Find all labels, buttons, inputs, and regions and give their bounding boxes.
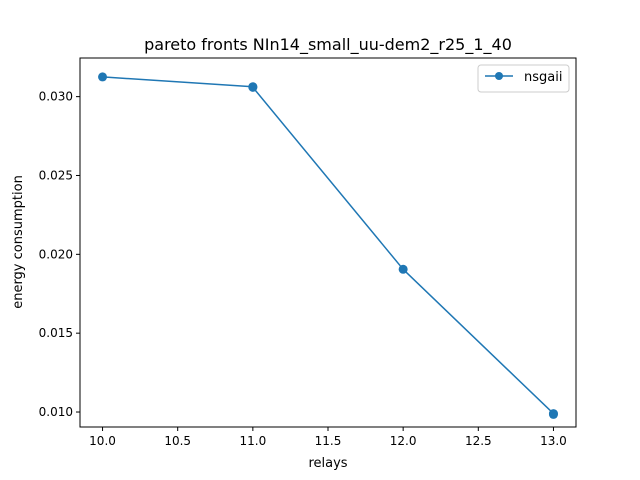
data-point [98, 72, 108, 82]
data-point [548, 409, 558, 419]
x-tick-label: 12.0 [390, 434, 417, 448]
chart-title: pareto fronts NIn14_small_uu-dem2_r25_1_… [144, 35, 512, 55]
legend: nsgaii [477, 64, 570, 93]
data-point [248, 82, 258, 92]
x-tick-label: 10.0 [89, 434, 116, 448]
y-axis-label: energy consumption [11, 175, 26, 309]
x-tick-label: 11.0 [239, 434, 266, 448]
y-tick-label: 0.025 [39, 168, 73, 182]
legend-marker-swatch [495, 72, 503, 80]
y-tick-label: 0.015 [39, 326, 73, 340]
y-axis: 0.010 0.015 0.020 0.025 0.030 [39, 90, 80, 419]
legend-box [477, 64, 570, 93]
series-layer [98, 72, 558, 419]
x-tick-label: 13.0 [540, 434, 567, 448]
data-point [398, 264, 408, 274]
y-tick-label: 0.030 [39, 90, 73, 104]
x-tick-label: 10.5 [164, 434, 191, 448]
x-tick-label: 12.5 [465, 434, 492, 448]
x-tick-label: 11.5 [315, 434, 342, 448]
x-axis: 10.0 10.5 11.0 11.5 12.0 12.5 13.0 [89, 427, 567, 448]
y-tick-label: 0.010 [39, 405, 73, 419]
y-tick-label: 0.020 [39, 247, 73, 261]
legend-label: nsgaii [524, 70, 562, 85]
x-axis-label: relays [308, 456, 347, 471]
